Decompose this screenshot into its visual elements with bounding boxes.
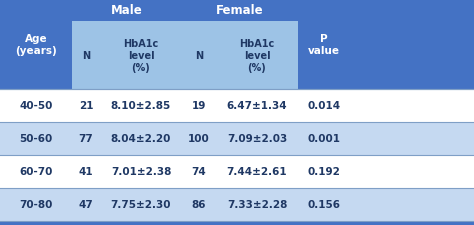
Text: N: N — [82, 51, 90, 61]
Bar — [298, 0, 350, 90]
Text: 8.04±2.20: 8.04±2.20 — [111, 134, 171, 144]
Text: 50-60: 50-60 — [19, 134, 53, 144]
Text: 0.014: 0.014 — [308, 101, 340, 111]
Text: N: N — [195, 51, 203, 61]
Text: 7.33±2.28: 7.33±2.28 — [227, 200, 287, 209]
Text: 7.75±2.30: 7.75±2.30 — [111, 200, 171, 209]
Text: Male: Male — [111, 4, 143, 17]
Bar — [0, 188, 474, 221]
Text: 6.47±1.34: 6.47±1.34 — [227, 101, 287, 111]
Text: 0.192: 0.192 — [308, 167, 340, 177]
Text: 100: 100 — [188, 134, 210, 144]
Text: HbA1c
level
(%): HbA1c level (%) — [123, 39, 159, 72]
Bar — [0, 155, 474, 188]
Bar — [72, 22, 298, 90]
Text: Female: Female — [216, 4, 264, 17]
Text: Age
(years): Age (years) — [15, 34, 57, 56]
Text: 7.01±2.38: 7.01±2.38 — [111, 167, 171, 177]
Bar — [72, 0, 182, 22]
Text: 0.001: 0.001 — [308, 134, 340, 144]
Text: 60-70: 60-70 — [19, 167, 53, 177]
Bar — [182, 0, 298, 22]
Bar — [0, 122, 474, 155]
Text: 40-50: 40-50 — [19, 101, 53, 111]
Text: 8.10±2.85: 8.10±2.85 — [111, 101, 171, 111]
Text: 21: 21 — [79, 101, 93, 111]
Bar — [0, 0, 72, 90]
Text: 41: 41 — [79, 167, 93, 177]
Text: HbA1c
level
(%): HbA1c level (%) — [239, 39, 274, 72]
Text: 7.44±2.61: 7.44±2.61 — [227, 167, 287, 177]
Text: 77: 77 — [79, 134, 93, 144]
Text: 70-80: 70-80 — [19, 200, 53, 209]
Bar — [0, 90, 474, 122]
Text: 0.156: 0.156 — [308, 200, 340, 209]
Text: 19: 19 — [192, 101, 206, 111]
Text: 7.09±2.03: 7.09±2.03 — [227, 134, 287, 144]
Text: 74: 74 — [191, 167, 206, 177]
Text: P
value: P value — [308, 34, 340, 56]
Text: 47: 47 — [79, 200, 93, 209]
Text: 86: 86 — [192, 200, 206, 209]
